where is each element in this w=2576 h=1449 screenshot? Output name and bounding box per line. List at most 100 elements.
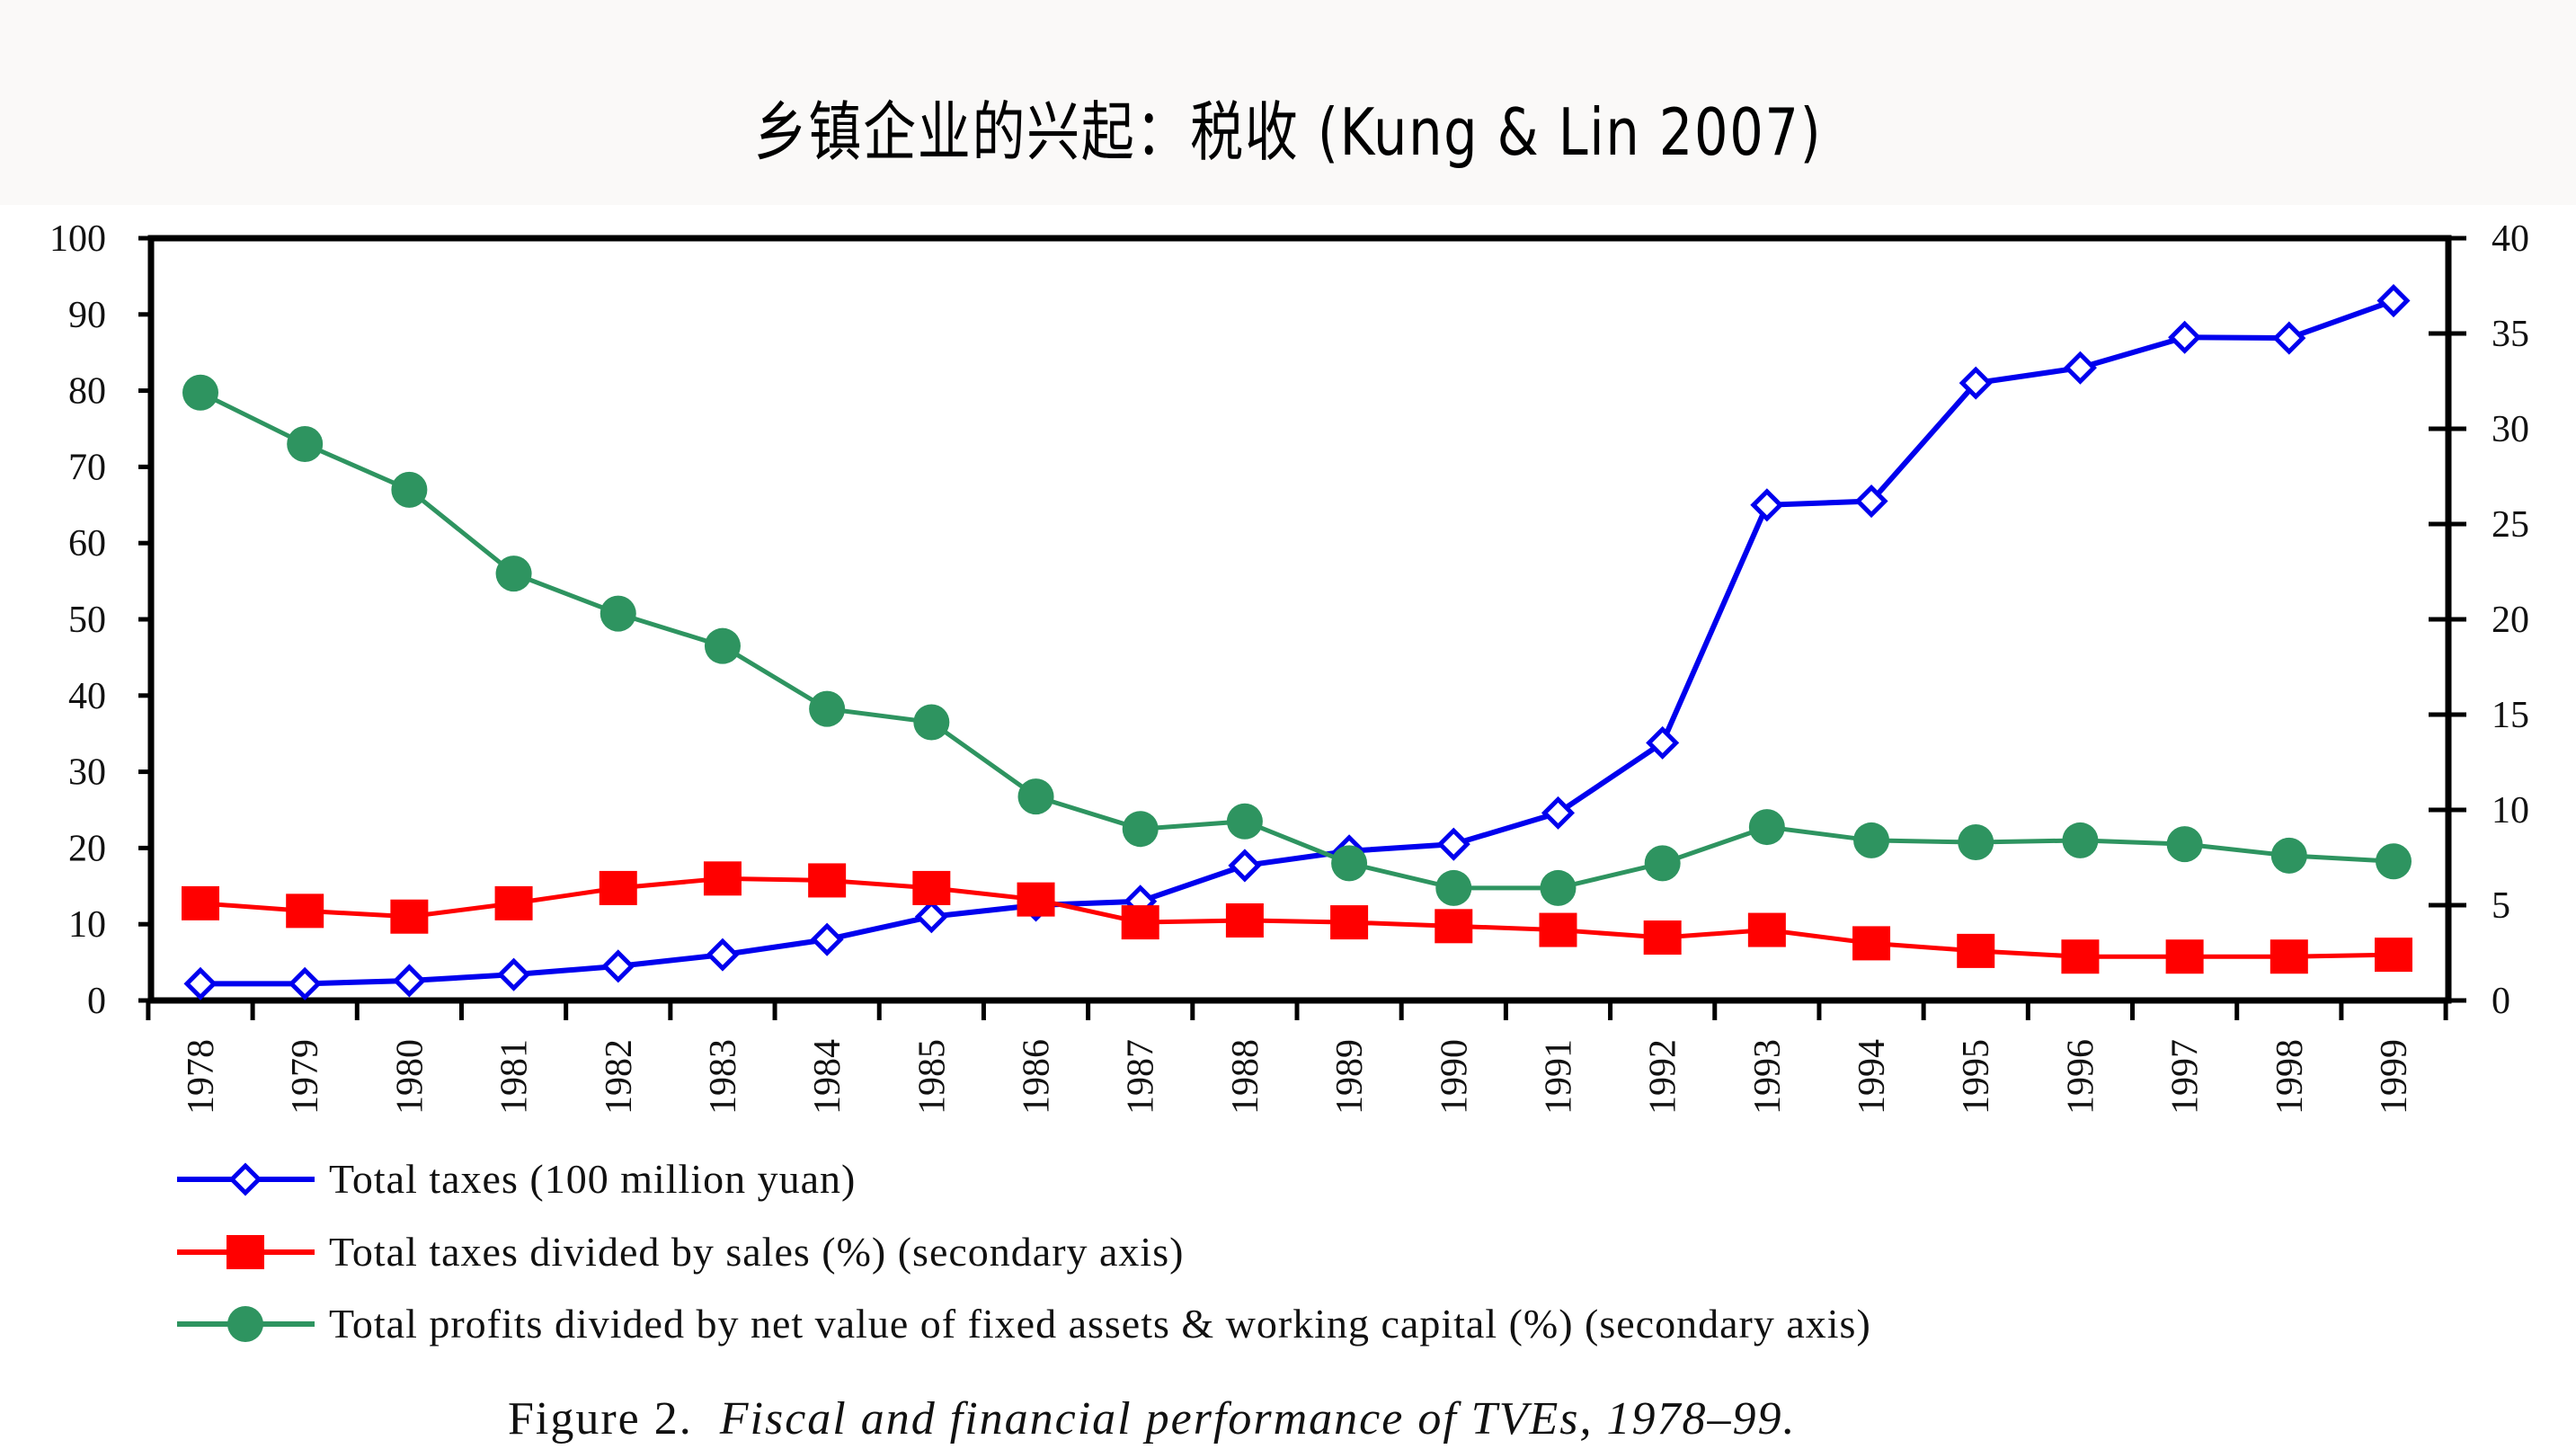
right-axis-tick-label: 0 bbox=[2492, 981, 2510, 1022]
x-axis-tick-label: 1999 bbox=[2374, 1039, 2415, 1115]
data-point-series-1 bbox=[392, 964, 426, 998]
legend-marker bbox=[228, 1162, 262, 1196]
data-point-series-1 bbox=[1646, 725, 1680, 760]
data-point-series-2 bbox=[1957, 933, 1995, 968]
left-axis-tick-label: 50 bbox=[68, 600, 106, 641]
data-point-series-3 bbox=[2062, 822, 2099, 858]
x-axis-tick-label: 1987 bbox=[1121, 1039, 1162, 1115]
data-point-series-3 bbox=[2376, 843, 2412, 880]
series-line-3 bbox=[199, 390, 2394, 891]
right-axis-tick-label: 15 bbox=[2492, 695, 2529, 736]
legend-marker bbox=[227, 1235, 264, 1269]
data-point-series-2 bbox=[1225, 902, 1264, 938]
data-point-series-1 bbox=[2376, 284, 2411, 318]
left-axis-tick-label: 20 bbox=[68, 828, 106, 869]
x-axis-tick-label: 1997 bbox=[2165, 1039, 2207, 1115]
legend-marker bbox=[227, 1306, 263, 1342]
data-point-series-3 bbox=[287, 425, 324, 462]
left-axis-tick-label: 0 bbox=[87, 981, 106, 1022]
right-axis-tick-label: 5 bbox=[2492, 885, 2510, 927]
legend-label: Total profits divided by net value of fi… bbox=[329, 1301, 1871, 1347]
x-axis-tick-label: 1992 bbox=[1643, 1039, 1684, 1115]
data-point-series-2 bbox=[912, 870, 951, 905]
data-point-series-2 bbox=[1121, 905, 1159, 940]
left-axis-tick-label: 60 bbox=[68, 523, 106, 564]
legend-label: Total taxes (100 million yuan) bbox=[329, 1156, 856, 1202]
data-point-series-2 bbox=[1330, 905, 1369, 940]
x-axis-tick-label: 1979 bbox=[285, 1039, 326, 1115]
left-axis-tick-label: 10 bbox=[68, 904, 106, 946]
data-point-series-3 bbox=[1644, 845, 1681, 882]
data-point-series-3 bbox=[2166, 826, 2203, 863]
data-point-series-2 bbox=[494, 885, 533, 920]
data-point-series-1 bbox=[183, 966, 218, 1000]
legend-label: Total taxes divided by sales (%) (second… bbox=[329, 1229, 1184, 1275]
x-axis-tick-label: 1993 bbox=[1747, 1039, 1789, 1115]
data-point-series-1 bbox=[914, 900, 948, 934]
data-point-series-3 bbox=[809, 690, 846, 727]
data-point-series-2 bbox=[1539, 912, 1577, 947]
data-point-series-2 bbox=[286, 893, 324, 929]
data-point-series-1 bbox=[2168, 320, 2202, 354]
data-point-series-2 bbox=[808, 863, 847, 898]
data-point-series-1 bbox=[1228, 849, 1262, 883]
series-line-1 bbox=[200, 298, 2395, 987]
figure-caption: Figure 2. Fiscal and financial performanc… bbox=[508, 1393, 1796, 1445]
left-axis-tick-label: 40 bbox=[68, 676, 106, 717]
data-point-series-3 bbox=[2270, 837, 2307, 874]
plot-frame bbox=[147, 235, 2452, 1004]
right-axis-tick-label: 40 bbox=[2492, 218, 2529, 260]
x-axis-tick-label: 1991 bbox=[1538, 1039, 1579, 1115]
right-axis-tick-label: 20 bbox=[2492, 600, 2529, 641]
x-axis-tick-label: 1990 bbox=[1434, 1039, 1475, 1115]
data-point-series-3 bbox=[1331, 845, 1368, 882]
left-axis-tick-label: 30 bbox=[68, 752, 106, 794]
data-point-series-3 bbox=[1017, 778, 1054, 815]
data-point-series-1 bbox=[288, 966, 322, 1000]
data-point-series-2 bbox=[599, 870, 637, 905]
data-point-series-1 bbox=[1750, 488, 1784, 522]
data-point-series-3 bbox=[1958, 824, 1994, 861]
data-point-series-3 bbox=[1748, 809, 1785, 846]
data-point-series-1 bbox=[497, 957, 531, 991]
right-axis-tick-label: 30 bbox=[2492, 409, 2529, 450]
data-point-series-3 bbox=[182, 374, 218, 411]
data-point-series-3 bbox=[1435, 869, 1472, 906]
data-point-series-3 bbox=[600, 595, 636, 632]
x-axis-tick-label: 1998 bbox=[2270, 1039, 2311, 1115]
left-axis-tick-label: 90 bbox=[68, 295, 106, 336]
data-point-series-2 bbox=[182, 885, 219, 920]
data-point-series-1 bbox=[2063, 351, 2097, 385]
data-point-series-2 bbox=[1435, 909, 1473, 944]
slide-title: 乡镇企业的兴起：税收 (Kung & Lin 2007) bbox=[753, 94, 1823, 170]
data-point-series-3 bbox=[1853, 822, 1890, 858]
data-point-series-2 bbox=[2375, 938, 2412, 973]
data-point-series-3 bbox=[1540, 869, 1577, 906]
x-axis-tick-label: 1985 bbox=[911, 1039, 953, 1115]
data-point-series-3 bbox=[1122, 811, 1159, 848]
caption-text: Fiscal and financial performance of TVEs… bbox=[719, 1393, 1797, 1445]
right-axis-tick-label: 10 bbox=[2492, 790, 2529, 831]
x-axis-tick-label: 1986 bbox=[1017, 1039, 1058, 1115]
x-axis-tick-label: 1980 bbox=[389, 1039, 431, 1115]
data-point-series-1 bbox=[706, 938, 740, 972]
data-point-series-2 bbox=[2270, 939, 2308, 974]
x-axis-tick-label: 1988 bbox=[1225, 1039, 1266, 1115]
data-point-series-3 bbox=[495, 556, 532, 592]
data-point-series-1 bbox=[810, 922, 844, 956]
x-axis-tick-label: 1996 bbox=[2060, 1039, 2101, 1115]
x-axis-tick-label: 1978 bbox=[181, 1039, 222, 1115]
data-point-series-1 bbox=[1436, 827, 1470, 861]
data-point-series-1 bbox=[1541, 796, 1576, 830]
left-axis-tick-label: 70 bbox=[68, 447, 106, 488]
data-point-series-2 bbox=[1643, 920, 1682, 956]
caption-label: Figure 2. bbox=[508, 1393, 693, 1445]
data-point-series-2 bbox=[1017, 882, 1055, 917]
data-point-series-2 bbox=[703, 861, 742, 896]
data-point-series-2 bbox=[2061, 939, 2100, 974]
series-line-2 bbox=[200, 876, 2394, 959]
right-axis-tick-label: 25 bbox=[2492, 504, 2529, 546]
x-axis-tick-label: 1983 bbox=[703, 1039, 744, 1115]
data-point-series-3 bbox=[391, 471, 428, 508]
data-point-series-1 bbox=[1959, 366, 1993, 400]
